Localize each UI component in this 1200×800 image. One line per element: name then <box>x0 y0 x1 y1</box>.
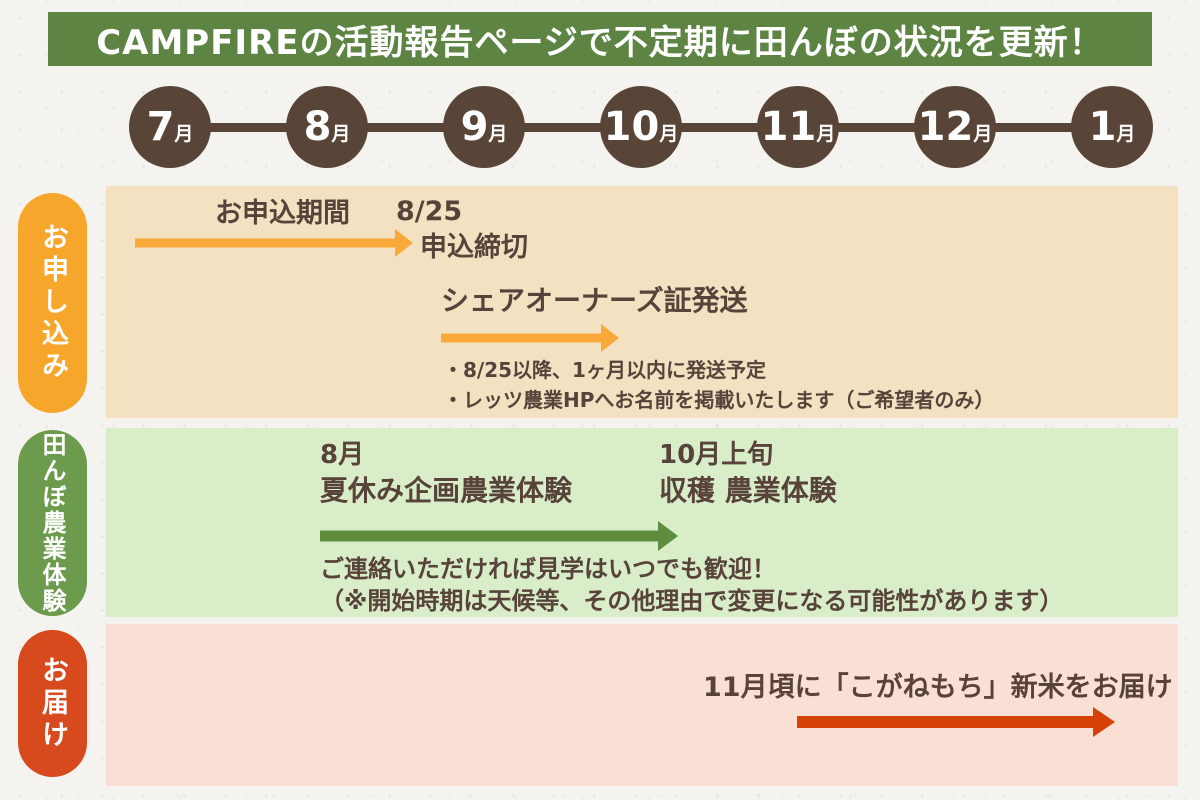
experience-row-label: 田んぼ農業体験 <box>18 430 87 616</box>
month-unit: 月 <box>659 123 679 145</box>
month-number: 9 <box>460 104 489 150</box>
timeline-month-circle: 1月 <box>1071 86 1153 168</box>
arrow-body <box>441 333 602 343</box>
month-unit: 月 <box>488 123 508 145</box>
arrow-body <box>320 530 659 542</box>
experience-event1-date: 8月 <box>320 440 365 470</box>
timeline-month-circle: 9月 <box>443 86 525 168</box>
month-number: 12 <box>917 104 974 150</box>
month-number: 1 <box>1088 104 1117 150</box>
month-number: 8 <box>303 104 332 150</box>
timeline-month-circle: 11月 <box>757 86 839 168</box>
timeline-month-circle: 12月 <box>914 86 996 168</box>
delivery-title: 11月頃に「こがねもち」新米をお届け <box>703 672 1173 703</box>
application-row-label: お申し込み <box>18 193 87 413</box>
experience-period-arrow <box>320 521 678 551</box>
month-unit: 月 <box>174 123 194 145</box>
application-period-arrow <box>135 229 413 257</box>
timeline-month-circle: 7月 <box>129 86 211 168</box>
month-unit: 月 <box>331 123 351 145</box>
visit-note-2: （※開始時期は天候等、その他理由で変更になる可能性があります） <box>320 587 1064 615</box>
arrow-head <box>1093 707 1115 737</box>
arrow-head <box>601 324 619 352</box>
experience-panel <box>106 428 1178 617</box>
visit-note-1: ご連絡いただければ見学はいつでも歓迎！ <box>320 555 776 583</box>
experience-event2-title: 収穫 農業体験 <box>659 474 837 507</box>
month-unit: 月 <box>816 123 836 145</box>
ship-note-2: ・レッツ農業HPへお名前を掲載いたします（ご希望者のみ） <box>443 388 995 412</box>
month-number: 11 <box>760 104 817 150</box>
month-unit: 月 <box>973 123 993 145</box>
delivery-panel <box>106 624 1178 786</box>
delivery-arrow <box>797 707 1115 737</box>
application-deadline-date: 8/25 <box>396 196 463 227</box>
month-unit: 月 <box>1116 123 1136 145</box>
shareowners-ship-arrow <box>441 324 619 352</box>
experience-event2-date: 10月上旬 <box>659 440 774 470</box>
banner-title: CAMPFIREの活動報告ページで不定期に田んぼの状況を更新！ <box>48 12 1152 66</box>
arrow-body <box>797 716 1094 728</box>
timeline-month-circle: 10月 <box>600 86 682 168</box>
delivery-row-label: お届け <box>18 630 87 777</box>
experience-event1-title: 夏休み企画農業体験 <box>320 474 573 507</box>
application-deadline-label: 申込締切 <box>420 232 528 263</box>
application-panel <box>106 186 1178 418</box>
month-number: 10 <box>603 104 660 150</box>
arrow-head <box>658 521 678 551</box>
application-period-label: お申込期間 <box>215 198 350 229</box>
arrow-body <box>135 238 396 248</box>
ship-note-1: ・8/25以降、1ヶ月以内に発送予定 <box>443 358 766 382</box>
shareowners-ship-title: シェアオーナーズ証発送 <box>441 284 748 317</box>
arrow-head <box>395 229 413 257</box>
month-number: 7 <box>146 104 175 150</box>
timeline-month-circle: 8月 <box>286 86 368 168</box>
